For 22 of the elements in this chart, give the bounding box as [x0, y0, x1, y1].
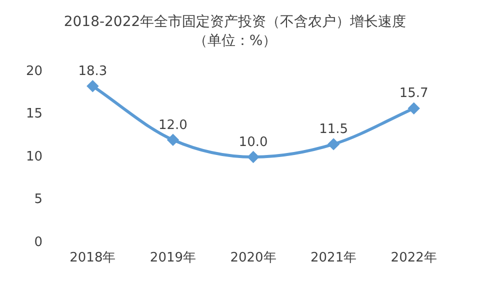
point: [167, 134, 178, 146]
point: [328, 138, 340, 150]
x-tick-label: 2022年: [390, 250, 437, 266]
data-label: 12.0: [158, 118, 188, 133]
x-tick-label: 2021年: [310, 250, 357, 266]
data-label: 10.0: [238, 134, 268, 150]
data-label: 15.7: [399, 86, 428, 102]
y-tick-label: 20: [26, 64, 43, 79]
y-tick-label: 15: [26, 106, 43, 122]
y-tick-label: 10: [26, 149, 43, 164]
point: [248, 152, 259, 162]
point: [408, 102, 420, 114]
y-tick-label: 0: [34, 234, 43, 250]
x-tick-label: 2019年: [150, 250, 196, 266]
chart-subtitle: （单位：%）: [193, 32, 277, 49]
point: [87, 80, 98, 92]
chart-title: 2018-2022年全市固定资产投资（不含农户）增长速度: [64, 14, 406, 30]
x-tick-label: 2018年: [70, 250, 116, 266]
data-label: 18.3: [78, 64, 108, 79]
x-tick-label: 2020年: [230, 250, 276, 266]
y-tick-label: 5: [34, 192, 43, 208]
data-label: 11.5: [319, 122, 348, 138]
